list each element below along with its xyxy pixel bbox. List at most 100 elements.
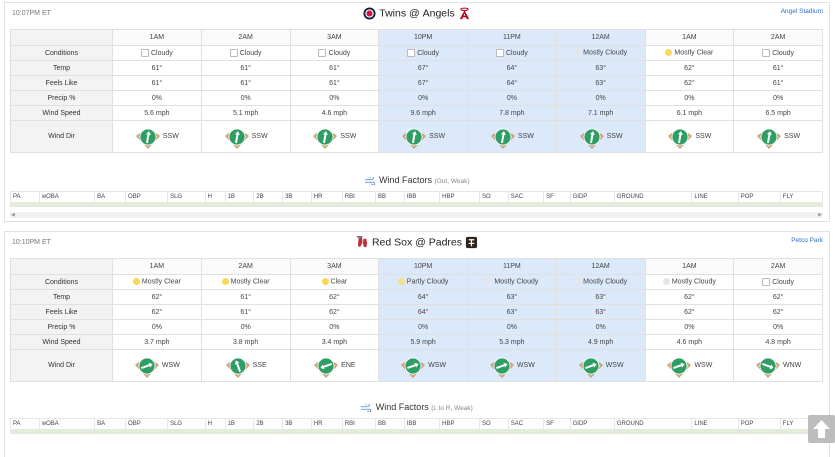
stat-header-cell[interactable]: HR [310, 191, 343, 203]
stat-header-cell[interactable]: 3B [282, 418, 312, 430]
hour-cell: 10PM [378, 258, 468, 275]
temp-cell: 61° [200, 60, 291, 76]
hour-cell: 3AM [289, 258, 380, 275]
wind-direction-field-icon [755, 357, 780, 378]
row-label: Wind Dir [10, 120, 113, 153]
stat-header-cell[interactable]: H [204, 191, 226, 203]
wind-direction-field-icon [224, 128, 249, 149]
stat-header-cell[interactable]: LINE [691, 418, 739, 430]
precip-cell: 0% [733, 90, 823, 106]
stat-header-cell[interactable]: SLG [167, 191, 206, 203]
wind-direction-field-icon [401, 357, 426, 378]
precip-cell: 0% [112, 90, 202, 106]
stat-header-cell[interactable]: BA [94, 418, 127, 430]
stat-header-cell[interactable]: SO [478, 418, 509, 430]
red-sox-logo-icon [356, 236, 368, 248]
conditions-cell: Mostly Cloudy [555, 45, 646, 61]
stat-header-cell[interactable]: FLY [779, 191, 824, 203]
cloud-icon [140, 49, 149, 57]
stat-header-cell[interactable]: BB [374, 191, 405, 203]
stat-header-cell[interactable]: wOBA [38, 418, 96, 430]
conditions-cell: Cloudy [289, 45, 380, 61]
stat-header-cell[interactable]: GIDP [569, 418, 615, 430]
wind-icon [361, 403, 372, 412]
conditions-cell: Cloudy [200, 45, 291, 61]
away-team: Red Sox [371, 236, 413, 249]
wind-icon [364, 176, 375, 185]
wind-dir-text: SSW [695, 133, 712, 140]
wind-dir-text: SSW [784, 133, 801, 140]
stat-header-cell[interactable]: SAC [507, 418, 545, 430]
stat-header-cell[interactable]: 1B [224, 418, 255, 430]
arrow-up-icon [813, 420, 830, 438]
stat-header-cell[interactable]: POP [737, 418, 781, 430]
stat-header-cell[interactable]: OBP [125, 418, 169, 430]
stat-header-cell[interactable]: 1B [224, 191, 255, 203]
stat-header-cell[interactable]: GIDP [569, 191, 615, 203]
hour-cell: 12AM [555, 29, 646, 46]
stat-value-cell [94, 429, 127, 434]
stat-header-cell[interactable]: PA [10, 418, 40, 430]
stat-header-cell[interactable]: GROUND [613, 191, 693, 203]
horizontal-scrollbar[interactable]: ◀ ▶ [10, 212, 823, 218]
stat-header-cell[interactable]: HBP [439, 418, 480, 430]
stat-header-cell[interactable]: 2B [253, 418, 284, 430]
stat-value-cell [38, 429, 96, 434]
stat-header-cell[interactable]: SF [543, 418, 571, 430]
scroll-right-icon[interactable]: ▶ [818, 212, 822, 218]
stat-header-cell[interactable]: RBI [341, 418, 376, 430]
stat-header-cell[interactable]: BA [94, 191, 127, 203]
hour-cell: 1AM [112, 258, 202, 275]
condition-text: Mostly Cloudy [583, 278, 628, 286]
wind-speed-cell: 3.7 mph [112, 334, 202, 350]
stats-value-row [10, 202, 824, 207]
stat-value-cell [507, 429, 545, 434]
stat-header-cell[interactable]: POP [737, 191, 781, 203]
stat-header-cell[interactable]: LINE [691, 191, 739, 203]
precip-cell: 0% [467, 90, 557, 106]
scroll-to-top-button[interactable] [808, 415, 835, 443]
temp-cell: 61° [200, 289, 291, 305]
wind-direction-field-icon [668, 128, 693, 149]
stat-header-cell[interactable]: wOBA [38, 191, 96, 203]
stat-header-cell[interactable]: GROUND [613, 418, 693, 430]
wind-speed-cell: 5.1 mph [200, 105, 291, 121]
stat-header-cell[interactable]: IBB [403, 418, 441, 430]
stat-header-cell[interactable]: 3B [282, 191, 312, 203]
feels-like-row: Feels Like 62° 61° 62° 64° 63° 63° 62° 62° [10, 304, 823, 320]
ballpark-link[interactable]: Petco Park [791, 237, 823, 244]
condition-text: Cloudy [150, 49, 173, 57]
wind-dir-text: SSW [162, 133, 179, 140]
stat-header-cell[interactable]: PA [10, 191, 40, 203]
mostly-cloudy-icon [485, 278, 493, 286]
condition-text: Cloudy [417, 49, 440, 57]
cloud-icon [407, 49, 416, 57]
stat-header-cell[interactable]: HR [310, 418, 343, 430]
stat-header-cell[interactable]: H [204, 418, 226, 430]
stat-header-cell[interactable]: 2B [253, 191, 284, 203]
stat-value-cell [38, 202, 96, 207]
row-label: Precip % [10, 319, 113, 335]
stat-header-cell[interactable]: SLG [167, 418, 206, 430]
ballpark-link[interactable]: Angel Stadium [780, 8, 823, 15]
precip-cell: 0% [378, 319, 468, 335]
game-card-redsox-padres: 10:10PM ET Red Sox @ Padres Petco Park 1… [4, 231, 830, 457]
stat-value-cell [310, 202, 343, 207]
stat-header-cell[interactable]: SAC [507, 191, 545, 203]
wind-dir-cell: ENE [289, 349, 380, 382]
stat-header-cell[interactable]: BB [374, 418, 405, 430]
stat-header-cell[interactable]: HBP [439, 191, 480, 203]
feels-cell: 64° [378, 304, 468, 320]
wind-direction-field-icon [578, 357, 603, 378]
condition-text: Mostly Cloudy [583, 49, 628, 57]
stat-value-cell [10, 202, 40, 207]
stat-header-cell[interactable]: RBI [341, 191, 376, 203]
stat-header-cell[interactable]: SF [543, 191, 571, 203]
stat-header-cell[interactable]: OBP [125, 191, 169, 203]
precip-cell: 0% [200, 319, 291, 335]
stat-header-cell[interactable]: IBB [403, 191, 441, 203]
stat-header-cell[interactable]: SO [478, 191, 509, 203]
scroll-left-icon[interactable]: ◀ [11, 212, 15, 218]
temp-cell: 63° [467, 289, 557, 305]
stat-value-cell [779, 202, 824, 207]
